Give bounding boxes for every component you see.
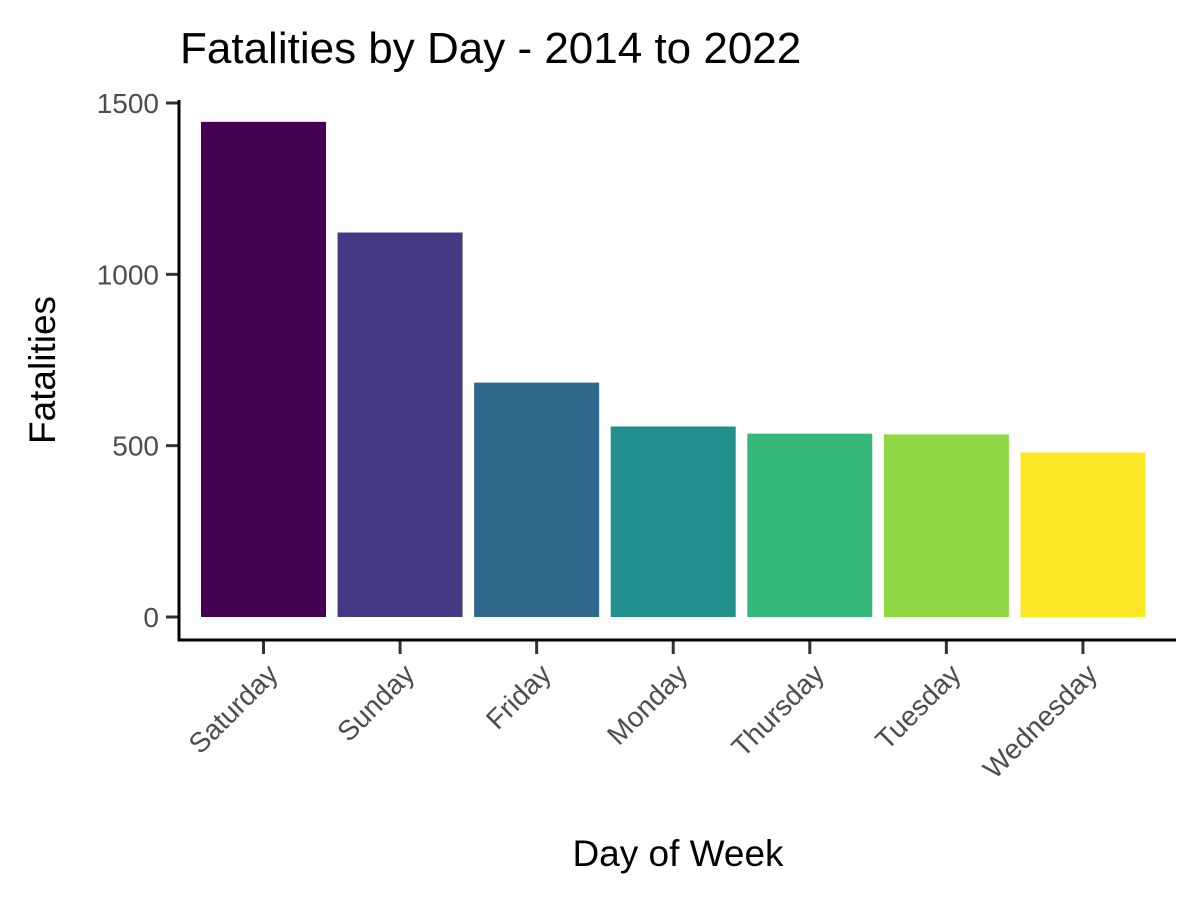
bar-sunday — [337, 232, 463, 617]
x-tick-label: Thursday — [726, 658, 830, 762]
x-tick-label: Saturday — [183, 658, 284, 759]
y-axis-title: Fatalities — [22, 296, 63, 444]
x-tick-label: Monday — [601, 658, 693, 750]
x-axis-title: Day of Week — [572, 833, 784, 874]
x-axis-ticks: Saturday Sunday Friday Monday Thursday Tuesda… — [183, 641, 1103, 784]
y-tick-label: 500 — [112, 431, 159, 462]
chart-title: Fatalities by Day - 2014 to 2022 — [180, 24, 801, 73]
y-axis-ticks: 0 500 1000 1500 — [97, 88, 179, 633]
bars-group — [201, 121, 1146, 617]
bar-tuesday — [883, 434, 1009, 617]
bar-monday — [610, 426, 736, 617]
bar-wednesday — [1020, 452, 1146, 617]
x-tick-label: Tuesday — [869, 658, 966, 755]
y-tick-label: 1000 — [97, 259, 159, 290]
bar-thursday — [747, 433, 873, 617]
x-tick-label: Friday — [480, 658, 557, 735]
x-tick-label: Wednesday — [977, 658, 1103, 784]
y-tick-label: 0 — [143, 602, 159, 633]
bar-saturday — [201, 121, 326, 617]
x-tick-label: Sunday — [331, 658, 420, 747]
y-tick-label: 1500 — [97, 88, 159, 119]
bar-friday — [474, 382, 600, 617]
